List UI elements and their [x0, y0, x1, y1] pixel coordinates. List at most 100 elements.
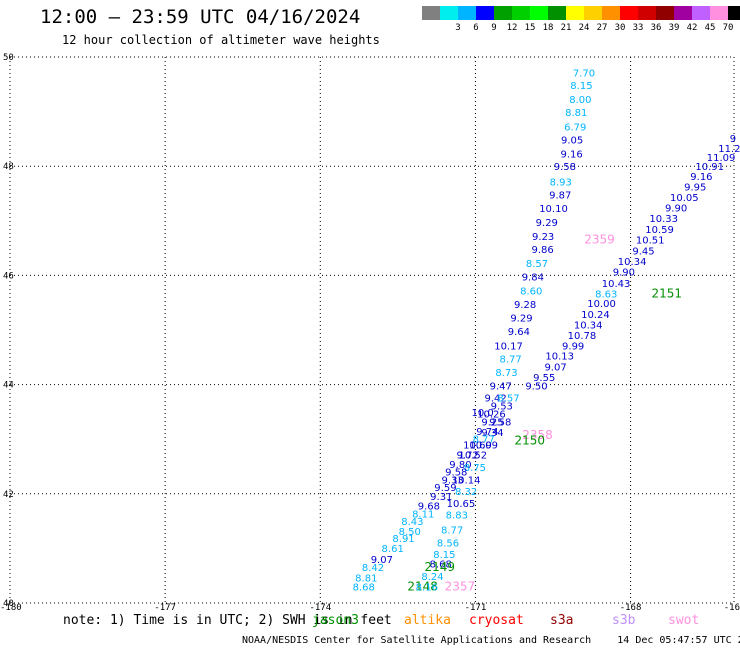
- wave-height-label: 9.84: [522, 272, 544, 283]
- wave-height-label: 10.78: [568, 331, 597, 342]
- wave-height-label: 9.90: [665, 204, 687, 215]
- wave-height-label: 9.68: [418, 501, 440, 512]
- scale-swatch: [710, 6, 728, 20]
- wave-height-label: 9.29: [510, 313, 532, 324]
- wave-height-label: 9.59: [434, 483, 456, 494]
- wave-height-label: 10.24: [581, 310, 610, 321]
- wave-height-label: 8.57: [526, 259, 548, 270]
- wave-height-label: 10.69: [463, 441, 492, 452]
- wave-height-label: 8.68: [353, 583, 375, 594]
- x-tick-label: -16: [724, 603, 740, 613]
- wave-height-label: 8.75: [464, 463, 486, 474]
- scale-label: 18: [542, 23, 554, 33]
- wave-height-label: 2357: [445, 580, 476, 594]
- wave-height-label: 2358: [522, 428, 553, 442]
- wave-height-label: 10.43: [602, 279, 631, 290]
- scale-swatch: [728, 6, 740, 20]
- wave-height-label: 2359: [584, 232, 615, 246]
- scale-label: 27: [596, 23, 608, 33]
- scale-swatch: [422, 6, 440, 20]
- wave-height-label: 9.31: [430, 492, 452, 503]
- wave-height-label: 9.55: [533, 373, 555, 384]
- wave-height-label: 9.07: [371, 555, 393, 566]
- wave-height-label: 10.10: [539, 204, 568, 215]
- footer-credit: NOAA/NESDIS Center for Satellite Applica…: [242, 635, 740, 646]
- wave-height-label: 10.05: [670, 193, 699, 204]
- legend-s3b: s3b: [612, 613, 636, 628]
- wave-height-label: 8.24: [421, 572, 443, 583]
- wave-height-label: 9.58: [489, 418, 511, 429]
- wave-height-label: 9.34: [481, 428, 503, 439]
- legend-s3a: s3a: [550, 613, 574, 628]
- wave-height-label: 8.81: [355, 573, 377, 584]
- scale-swatch: [566, 6, 584, 20]
- wave-height-label: 10.34: [618, 257, 647, 268]
- wave-height-label: 9.28: [514, 300, 536, 311]
- wave-height-label: 8.50: [399, 527, 421, 538]
- scale-label: 70: [722, 23, 734, 33]
- wave-height-label: 9.74: [476, 427, 498, 438]
- wave-height-label: 9: [730, 134, 736, 145]
- scale-label: 39: [668, 23, 680, 33]
- scale-label: 15: [524, 23, 536, 33]
- scale-label: 9: [491, 23, 497, 33]
- wave-height-label: 6.79: [564, 122, 586, 133]
- wave-height-label: 10.0: [472, 408, 494, 419]
- y-tick-label: 44: [3, 381, 14, 391]
- wave-height-label: 8.16: [416, 583, 438, 594]
- wave-height-label: 9.25: [481, 418, 503, 429]
- wave-height-label: 8.32: [455, 487, 477, 498]
- wave-height-label: 8.15: [433, 550, 455, 561]
- scale-label: 45: [704, 23, 716, 33]
- wave-height-label: 10.09: [469, 441, 498, 452]
- x-tick-label: -174: [309, 603, 331, 613]
- wave-height-label: 10.13: [545, 352, 574, 363]
- scale-label: 42: [686, 23, 698, 33]
- scale-swatch: [674, 6, 692, 20]
- scale-label: 24: [578, 23, 590, 33]
- wave-height-label: 9.90: [613, 268, 635, 279]
- x-tick-label: -177: [154, 603, 176, 613]
- legend-cryosat: cryosat: [469, 613, 524, 628]
- wave-height-label: 8.91: [392, 534, 414, 545]
- scale-swatch: [530, 6, 548, 20]
- wave-height-label: 8.93: [550, 177, 572, 188]
- scale-swatch: [512, 6, 530, 20]
- wave-height-label: 10.51: [636, 235, 665, 246]
- wave-height-label: 9.95: [684, 182, 706, 193]
- wave-height-label: 10.65: [447, 499, 476, 510]
- scale-swatch: [656, 6, 674, 20]
- wave-height-label: 10.00: [587, 299, 616, 310]
- wave-height-label: 8.77: [473, 435, 495, 446]
- scale-label: 21: [560, 23, 572, 33]
- wave-height-label: 9.16: [560, 150, 582, 161]
- wave-height-label: 8.68: [430, 560, 452, 571]
- wave-height-label: 10.52: [459, 450, 488, 461]
- wave-height-label: 10.26: [477, 410, 506, 421]
- wave-height-label: 10.14: [452, 476, 481, 487]
- wave-height-label: 9.23: [532, 232, 554, 243]
- wave-height-label: 9.53: [491, 401, 513, 412]
- wave-height-label: 2151: [651, 286, 682, 300]
- scale-swatch: [548, 6, 566, 20]
- wave-height-label: 8.60: [520, 287, 542, 298]
- wave-height-label: 11.2: [718, 144, 740, 155]
- wave-height-label: 9.72: [457, 450, 479, 461]
- scale-swatch: [602, 6, 620, 20]
- wave-height-label: 10.59: [645, 225, 674, 236]
- scale-swatch: [440, 6, 458, 20]
- wave-height-label: 2149: [424, 560, 455, 574]
- wave-height-label: 9.42: [484, 394, 506, 405]
- scale-swatch: [494, 6, 512, 20]
- wave-height-label: 8.61: [382, 544, 404, 555]
- wave-height-label: 9.87: [549, 191, 571, 202]
- wave-height-label: 9.29: [536, 218, 558, 229]
- scale-swatch: [476, 6, 494, 20]
- wave-height-label: 9.50: [525, 382, 547, 393]
- wave-height-label: 8.15: [570, 81, 592, 92]
- y-tick-label: 50: [3, 53, 14, 63]
- legend-altika: altika: [404, 613, 451, 628]
- scale-label: 6: [473, 23, 479, 33]
